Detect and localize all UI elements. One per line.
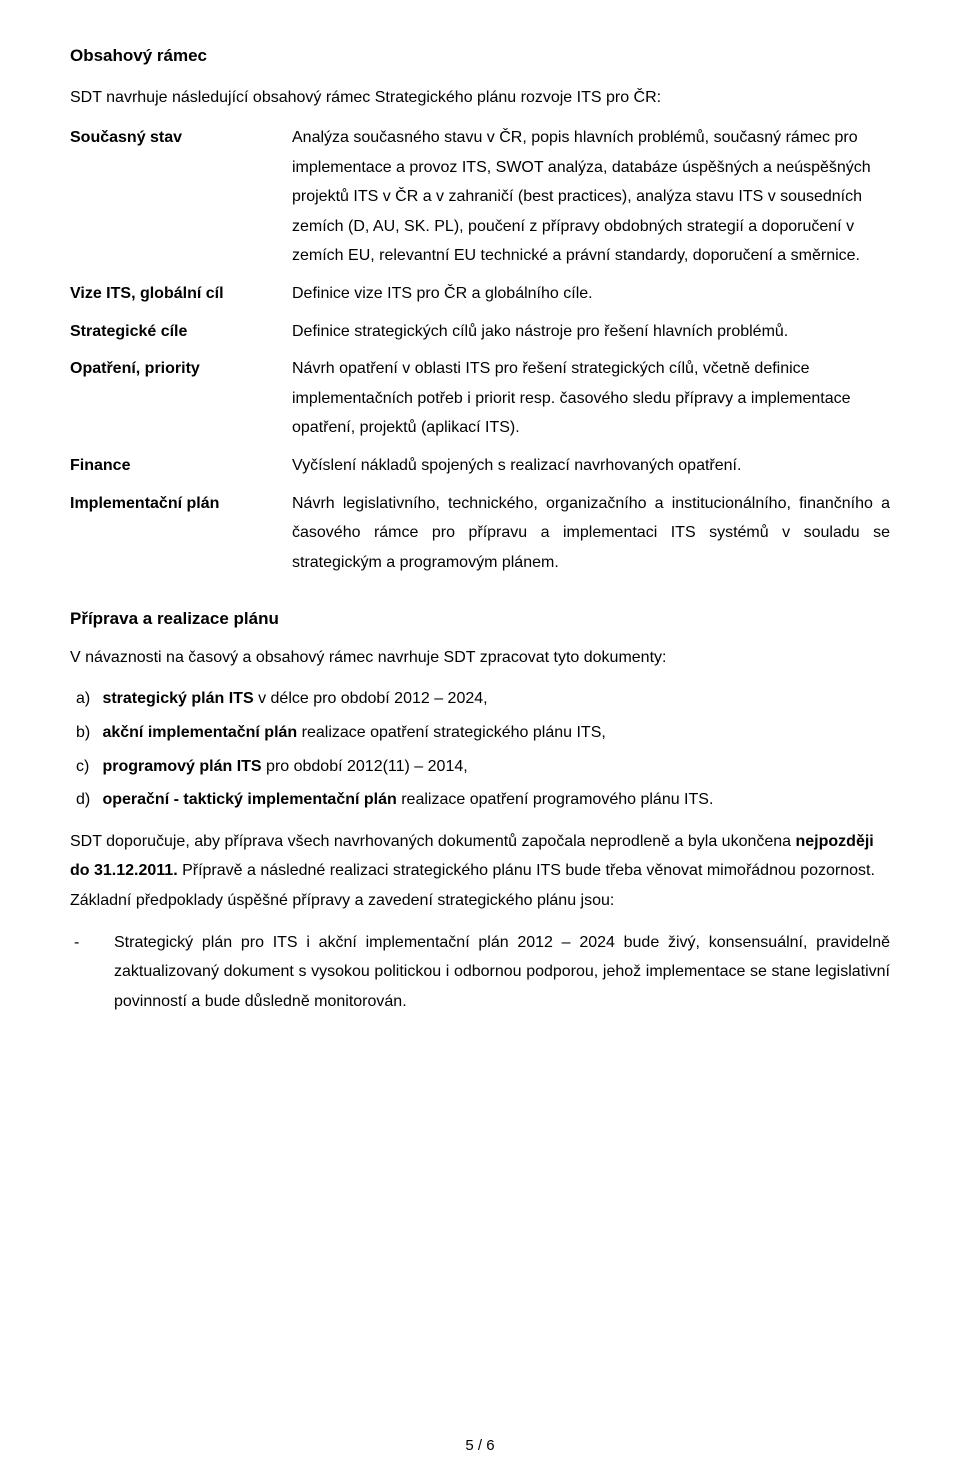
definition-row: Současný stav Analýza současného stavu v… — [70, 123, 890, 279]
definition-row: Strategické cíle Definice strategických … — [70, 317, 890, 355]
list-item-text: Strategický plán pro ITS i akční impleme… — [114, 928, 890, 1017]
list-item: c) programový plán ITS pro období 2012(1… — [98, 752, 890, 782]
list-item: d) operační - taktický implementační plá… — [98, 785, 890, 815]
definition-row: Finance Vyčíslení nákladů spojených s re… — [70, 451, 890, 489]
definition-row: Opatření, priority Návrh opatření v obla… — [70, 354, 890, 451]
intro-paragraph: SDT navrhuje následující obsahový rámec … — [70, 83, 890, 113]
dash-list: - Strategický plán pro ITS i akční imple… — [70, 928, 890, 1017]
dash-marker: - — [70, 928, 114, 958]
list-marker: c) — [76, 752, 98, 782]
paragraph: SDT doporučuje, aby příprava všech navrh… — [70, 827, 890, 916]
definition-term: Vize ITS, globální cíl — [70, 279, 292, 317]
definition-body: Definice strategických cílů jako nástroj… — [292, 317, 890, 355]
list-item-rest: realizace opatření strategického plánu I… — [297, 724, 606, 741]
definition-body: Návrh opatření v oblasti ITS pro řešení … — [292, 354, 890, 451]
list-item-rest: realizace opatření programového plánu IT… — [397, 791, 714, 808]
list-item-rest: pro období 2012(11) – 2014, — [262, 758, 468, 775]
definition-row: Vize ITS, globální cíl Definice vize ITS… — [70, 279, 890, 317]
page-number: 5 / 6 — [0, 1432, 960, 1460]
definition-list: Současný stav Analýza současného stavu v… — [70, 123, 890, 585]
list-marker: d) — [76, 785, 98, 815]
definition-term: Strategické cíle — [70, 317, 292, 355]
document-page: Obsahový rámec SDT navrhuje následující … — [0, 0, 960, 1482]
paragraph-fragment: Přípravě a následné realizaci strategick… — [70, 862, 875, 909]
definition-term: Současný stav — [70, 123, 292, 279]
paragraph-fragment: SDT doporučuje, aby příprava všech navrh… — [70, 833, 796, 850]
definition-body: Analýza současného stavu v ČR, popis hla… — [292, 123, 890, 279]
section-heading: Příprava a realizace plánu — [70, 603, 890, 634]
definition-body: Vyčíslení nákladů spojených s realizací … — [292, 451, 890, 489]
definition-body: Návrh legislativního, technického, organ… — [292, 489, 890, 586]
ordered-list: a) strategický plán ITS v délce pro obdo… — [70, 684, 890, 814]
list-item-bold: programový plán ITS — [102, 758, 261, 775]
list-item: a) strategický plán ITS v délce pro obdo… — [98, 684, 890, 714]
list-item-rest: v délce pro období 2012 – 2024, — [254, 690, 488, 707]
list-marker: a) — [76, 684, 98, 714]
list-item-bold: operační - taktický implementační plán — [102, 791, 396, 808]
paragraph: V návaznosti na časový a obsahový rámec … — [70, 643, 890, 673]
list-item: - Strategický plán pro ITS i akční imple… — [70, 928, 890, 1017]
list-item: b) akční implementační plán realizace op… — [98, 718, 890, 748]
list-marker: b) — [76, 718, 98, 748]
definition-term: Opatření, priority — [70, 354, 292, 451]
definition-body: Definice vize ITS pro ČR a globálního cí… — [292, 279, 890, 317]
section-heading: Obsahový rámec — [70, 40, 890, 71]
definition-row: Implementační plán Návrh legislativního,… — [70, 489, 890, 586]
list-item-bold: strategický plán ITS — [102, 690, 253, 707]
definition-term: Finance — [70, 451, 292, 489]
definition-term: Implementační plán — [70, 489, 292, 586]
list-item-bold: akční implementační plán — [102, 724, 297, 741]
